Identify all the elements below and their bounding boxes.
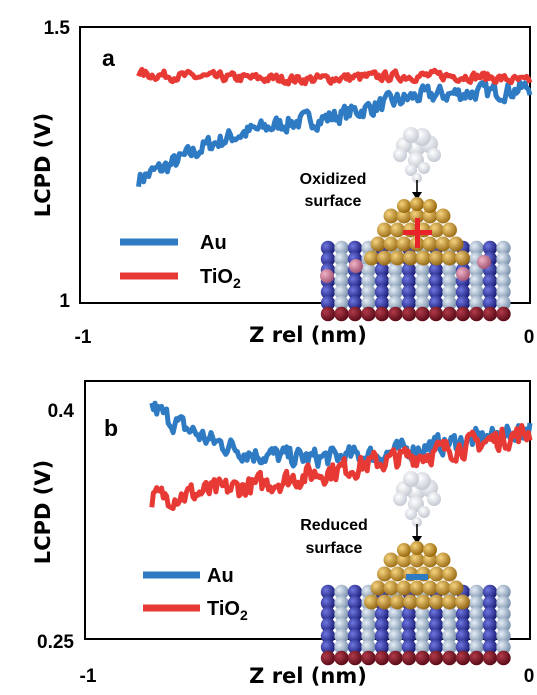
panel-b: b 0.4 0.25 -1 0 Z rel (nm) LCPD (V) Au T… bbox=[31, 380, 535, 688]
panel-a-xlabel: Z rel (nm) bbox=[249, 323, 367, 347]
panel-b-annotation-line1: Reduced bbox=[300, 517, 368, 534]
panel-b-label: b bbox=[104, 415, 118, 441]
panel-a-xtick-right: 0 bbox=[524, 327, 535, 348]
panel-b-ytick-bottom: 0.25 bbox=[37, 632, 74, 653]
panel-a-annotation-line1: Oxidized bbox=[300, 171, 367, 188]
panel-b-frame bbox=[84, 380, 531, 640]
panel-b-reduced-surface-illustration bbox=[320, 471, 511, 666]
panel-a-gold-cluster bbox=[364, 197, 470, 266]
panel-b-series-tio2 bbox=[149, 423, 533, 511]
panel-a-series bbox=[136, 66, 533, 188]
panel-b-legend-au: Au bbox=[207, 565, 234, 587]
panel-b-xtick-left: -1 bbox=[80, 666, 97, 687]
panel-b-afm-tip bbox=[393, 471, 441, 527]
panel-a-ylabel: LCPD (V) bbox=[31, 113, 55, 217]
panel-a-frame bbox=[79, 26, 531, 304]
panel-a: a 1.5 1 -1 0 Z rel (nm) LCPD (V) Au TiO2… bbox=[31, 18, 534, 348]
panel-a-afm-tip bbox=[393, 127, 441, 183]
panel-b-ylabel: LCPD (V) bbox=[31, 460, 55, 564]
panel-b-annotation-line2: surface bbox=[306, 540, 363, 557]
panel-a-ytick-top: 1.5 bbox=[44, 18, 71, 39]
panel-a-oxidized-surface-illustration bbox=[320, 127, 511, 322]
panel-a-xtick-left: -1 bbox=[75, 327, 92, 348]
panel-a-ytick-bottom: 1 bbox=[59, 291, 70, 312]
panel-b-minus-icon bbox=[406, 574, 428, 580]
panel-a-legend-tio2: TiO2 bbox=[200, 266, 241, 291]
panel-a-series-au bbox=[136, 79, 533, 188]
panel-b-xtick-right: 0 bbox=[524, 666, 535, 687]
panel-a-series-tio2 bbox=[136, 66, 533, 87]
panel-a-label: a bbox=[102, 45, 115, 71]
panel-b-ytick-top: 0.4 bbox=[48, 401, 75, 422]
panel-b-xlabel: Z rel (nm) bbox=[249, 664, 367, 688]
panel-a-legend-au: Au bbox=[200, 232, 227, 254]
panel-b-series bbox=[149, 400, 533, 511]
panel-b-tio2-substrate bbox=[320, 584, 511, 666]
panel-b-legend-tio2: TiO2 bbox=[207, 598, 248, 623]
panel-a-annotation-line2: surface bbox=[305, 193, 362, 210]
